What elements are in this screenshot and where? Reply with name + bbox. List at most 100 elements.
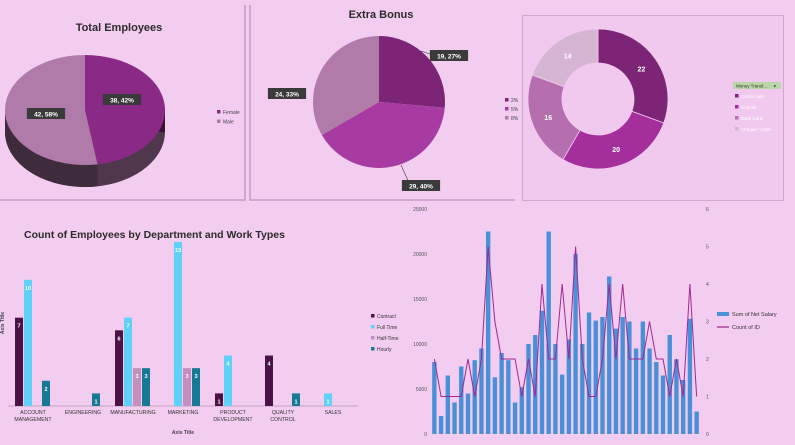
salary-bar [667, 335, 672, 434]
legend-label: Sum of Net Salary [732, 312, 777, 318]
category-label: SALES [325, 410, 342, 416]
legend-swatch [717, 312, 729, 316]
salary-bar [546, 231, 551, 434]
legend-label: Half-Time [377, 336, 399, 342]
bar [183, 368, 191, 406]
legend-swatch [217, 119, 221, 123]
salary-bar [445, 375, 450, 434]
salary-bar [633, 348, 639, 434]
bar-value-label: 4 [226, 362, 230, 368]
bar [42, 380, 50, 406]
salary-bar [432, 362, 437, 434]
total-employees-panel: Total Employees 38, 42% 42, 58% Female Male [0, 5, 246, 201]
salary-bar [499, 353, 504, 434]
y-right-tick: 2 [706, 357, 709, 363]
bar [192, 368, 200, 406]
bar [265, 355, 273, 406]
chart-title: Extra Bonus [348, 9, 414, 21]
salary-bar [485, 231, 491, 434]
bar-value-label: 13 [175, 248, 181, 254]
y-left-tick: 15000 [413, 297, 427, 303]
y-left-tick: 20000 [413, 252, 427, 258]
salary-bar [512, 402, 518, 434]
legend-swatch [371, 336, 375, 340]
y-axis-title: Axis Title [0, 312, 6, 334]
legend-label: 5% [511, 107, 519, 113]
employees-by-department-panel: Count of Employees by Department and Wor… [0, 210, 400, 445]
legend-swatch [505, 98, 509, 102]
y-right-tick: 4 [706, 282, 709, 288]
extra-bonus-panel: Extra Bonus 19, 27% 29, 40% 24, 33% 2% 5% 8% [249, 5, 519, 201]
legend-label: Female [223, 110, 240, 116]
salary-bar [553, 344, 558, 434]
bar [133, 368, 141, 406]
bar-value-label: 7 [126, 324, 129, 330]
y-left-tick: 10000 [413, 342, 427, 348]
salary-bar [694, 411, 699, 434]
data-label-box [26, 108, 66, 119]
legend-swatch [735, 116, 739, 120]
salary-bar [640, 321, 646, 434]
salary-bar [573, 254, 578, 434]
salary-combo-panel: 0 5000 10000 15000 20000 25000 0 1 2 3 4 5 6 Sum of N… [405, 200, 795, 445]
bar-value-label: 1 [217, 399, 220, 405]
data-label-box [102, 94, 142, 105]
bar [92, 393, 100, 406]
salary-bar [539, 310, 545, 434]
bar-value-label: 2 [44, 387, 47, 393]
y-right-tick: 5 [706, 245, 709, 251]
salary-bar [586, 312, 592, 434]
category-label: DEVELOPMENT [213, 417, 253, 423]
salary-bar [506, 360, 511, 434]
bar [324, 393, 332, 406]
legend-label: Full Time [377, 325, 398, 331]
data-label-box [267, 88, 307, 99]
salary-bar [438, 416, 444, 434]
bar [142, 368, 150, 406]
chart-title: Count of Employees by Department and Wor… [24, 229, 285, 241]
legend-swatch [735, 94, 739, 98]
y-right-tick: 6 [706, 207, 709, 213]
bar [124, 317, 132, 406]
bar-value-label: 7 [17, 324, 20, 330]
salary-bar [472, 360, 477, 434]
bar-value-label: 1 [326, 399, 329, 405]
data-label: 20 [612, 147, 620, 154]
bar [224, 355, 232, 406]
data-label: 19, 27% [437, 54, 461, 61]
legend-label: Deposit [741, 105, 757, 110]
salary-bar [607, 276, 612, 434]
bar-value-label: 3 [185, 374, 188, 380]
category-label: PRODUCT [220, 410, 246, 416]
legend-label: Cheque / Cash [741, 127, 772, 132]
pie-slice [313, 36, 379, 135]
bar-value-label: 3 [144, 374, 147, 380]
salary-bar [654, 362, 659, 434]
legend-swatch [217, 110, 221, 114]
salary-bar [533, 335, 538, 434]
bar [15, 317, 23, 406]
bar [215, 393, 223, 406]
legend-label: Count of ID [732, 325, 760, 331]
salary-bar [600, 317, 605, 434]
bar [115, 330, 123, 406]
legend-swatch [371, 314, 375, 318]
pie-slice-female [85, 55, 166, 165]
legend-swatch [505, 116, 509, 120]
y-right-tick: 3 [706, 320, 709, 326]
category-label: CONTROL [270, 417, 295, 423]
donut-slice [531, 28, 599, 88]
pie-slice [321, 102, 445, 169]
salary-bar [647, 348, 652, 434]
salary-bar [519, 387, 524, 434]
salary-bar [660, 375, 666, 434]
data-label: 29, 40% [409, 184, 433, 191]
bar-value-label: 4 [267, 362, 271, 368]
extra-bonus-pie: 19, 27% 29, 40% 24, 33% 2% 5% 8% [267, 36, 519, 191]
category-label: ENGINEERING [65, 410, 101, 416]
salary-bar [559, 374, 565, 434]
legend-label: Hourly [377, 347, 392, 353]
data-label-box [429, 50, 469, 61]
bar [24, 279, 32, 406]
